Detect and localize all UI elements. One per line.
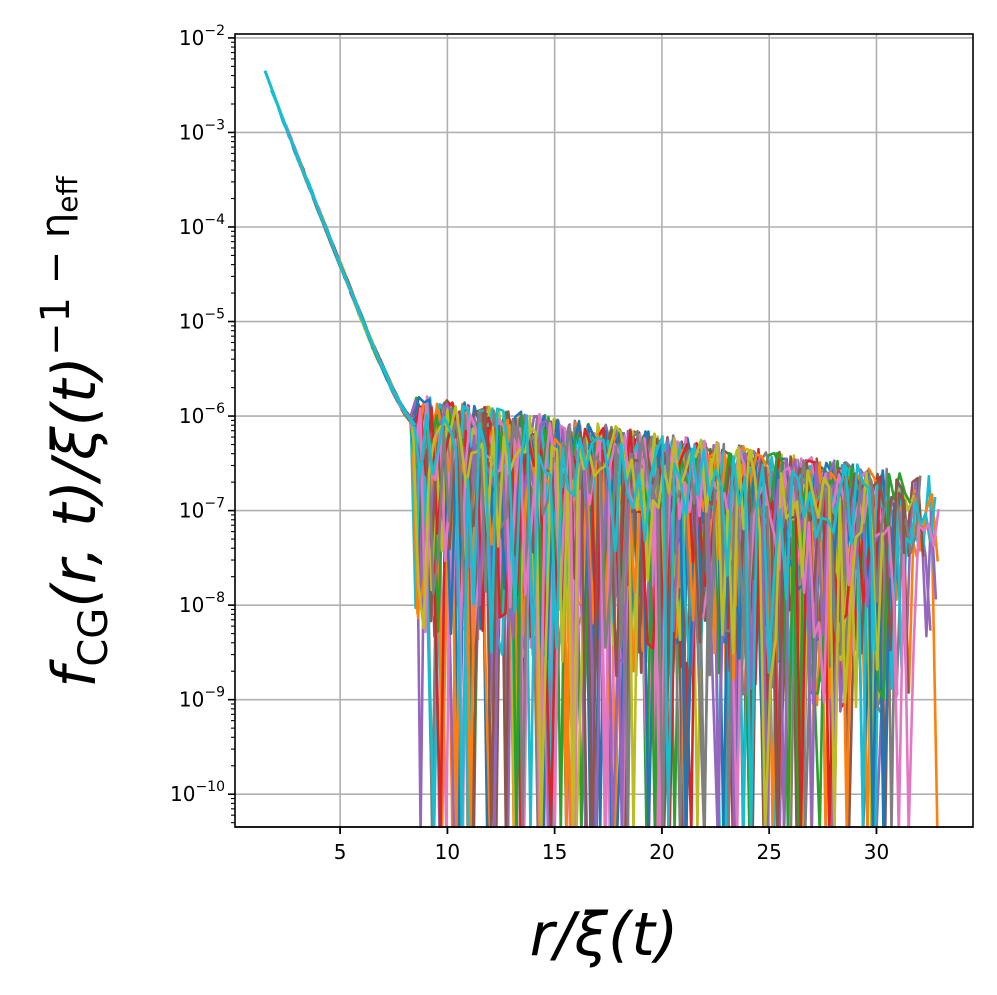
x-tick-labels: 5 10 15 20 25 30 xyxy=(334,840,889,864)
y-title-sub: CG xyxy=(71,608,117,667)
x-tick-label: 25 xyxy=(756,840,781,864)
y-title-mid: (r, t)/ξ(t) xyxy=(40,356,110,608)
y-title-sup: −1 − η xyxy=(33,213,79,356)
x-tick-label: 30 xyxy=(864,840,889,864)
y-tick-labels: 10−10 10−9 10−8 10−7 10−6 10−5 10−4 10−3 10−2 xyxy=(170,23,225,806)
y-axis-title: fCG(r, t)/ξ(t)−1 − ηeff xyxy=(33,176,117,688)
y-tick-label: 10−5 xyxy=(179,307,225,334)
grid-lines xyxy=(235,34,973,827)
series-lines xyxy=(263,70,940,834)
y-tick-label: 10−9 xyxy=(179,685,225,712)
x-axis-title: r/ξ(t) xyxy=(530,900,679,970)
y-tick-label: 10−7 xyxy=(179,496,225,523)
x-tick-label: 5 xyxy=(334,840,347,864)
x-tick-label: 10 xyxy=(435,840,460,864)
ticks xyxy=(228,37,878,834)
x-tick-label: 20 xyxy=(649,840,674,864)
plot-mask xyxy=(235,828,975,840)
y-tick-label: 10−2 xyxy=(179,23,225,50)
y-tick-label: 10−8 xyxy=(179,590,225,617)
y-tick-label: 10−6 xyxy=(179,401,225,428)
y-title-sup-sub: eff xyxy=(51,176,84,213)
y-tick-label: 10−3 xyxy=(179,117,225,144)
y-tick-label: 10−4 xyxy=(179,212,225,239)
x-tick-label: 15 xyxy=(542,840,567,864)
y-tick-label: 10−10 xyxy=(170,779,225,806)
master-curve-line xyxy=(263,70,417,427)
